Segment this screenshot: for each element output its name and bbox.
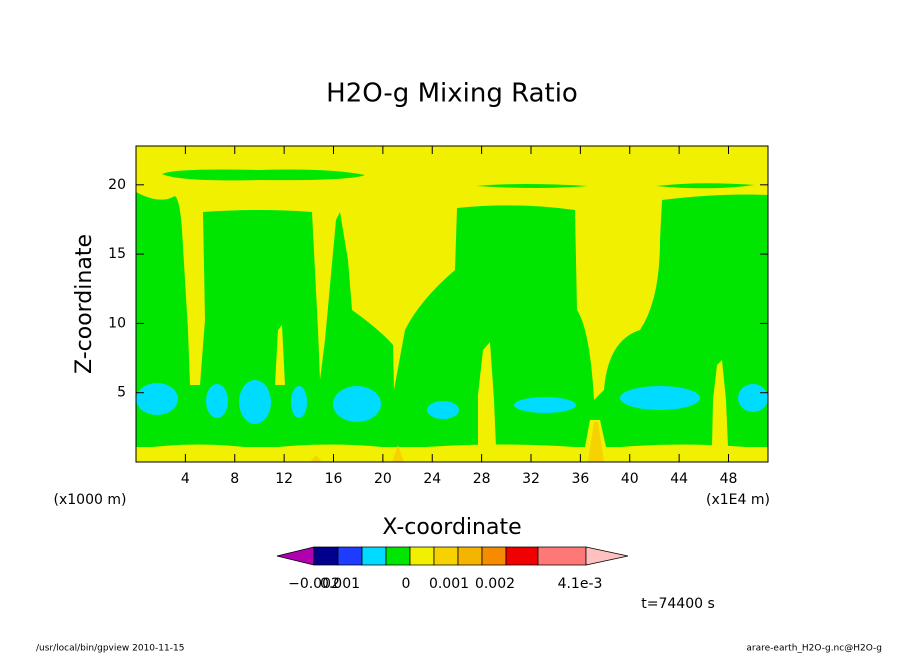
x-unit-label: (x1000 m) (54, 492, 127, 508)
chart-title: H2O-g Mixing Ratio (326, 79, 578, 109)
contour-region (136, 192, 768, 447)
contour-region (427, 401, 459, 419)
y-tick-label: 5 (117, 385, 126, 401)
y-axis-label: Z-coordinate (72, 234, 97, 374)
contour-region (310, 455, 322, 462)
x-tick-label: 8 (230, 471, 239, 487)
colorbar-swatch (276, 546, 315, 566)
x-axis-label: X-coordinate (382, 515, 521, 540)
contour-region (712, 360, 728, 447)
contour-region (239, 380, 271, 424)
footer-left: /usr/local/bin/gpview 2010-11-15 (36, 644, 184, 654)
colorbar-swatch (457, 546, 483, 566)
x-tick-label: 24 (423, 471, 441, 487)
contour-region (738, 384, 768, 412)
footer-right: arare-earth_H2O-g.nc@H2O-g (746, 644, 882, 654)
colorbar-label: 0.001 (320, 576, 360, 592)
colorbar-swatch (313, 546, 339, 566)
colorbar-swatch (385, 546, 411, 566)
colorbar-swatch (409, 546, 435, 566)
colorbar-label: 0.002 (475, 576, 515, 592)
contour-region (476, 184, 588, 188)
contour-region (162, 169, 365, 181)
y-tick-label: 20 (108, 177, 126, 193)
colorbar-swatch (433, 546, 459, 566)
x-tick-label: 32 (522, 471, 540, 487)
contour-region (291, 386, 307, 418)
x-tick-label: 36 (571, 471, 589, 487)
colorbar-swatch (537, 546, 587, 566)
colorbar-swatch (337, 546, 363, 566)
contour-region (275, 325, 285, 385)
x-tick-label: 12 (275, 471, 293, 487)
y-tick-label: 15 (108, 246, 126, 262)
colorbar-label: −0.002 (288, 576, 340, 592)
contour-region (588, 422, 604, 462)
x-tick-label: 48 (720, 471, 738, 487)
colorbar-label: 4.1e-3 (558, 576, 603, 592)
contour-region (620, 386, 700, 410)
contour-region (656, 183, 755, 189)
contour-region (514, 397, 576, 413)
plot-frame (135, 145, 769, 463)
colorbar-label: 0 (402, 576, 411, 592)
contour-region (136, 383, 178, 415)
plot-area (135, 145, 769, 463)
x-unit-label: (x1E4 m) (706, 492, 770, 508)
contour-region (136, 444, 768, 462)
colorbar-swatch (361, 546, 387, 566)
x-tick-label: 44 (670, 471, 688, 487)
x-tick-label: 28 (473, 471, 491, 487)
colorbar-swatch (585, 546, 629, 566)
x-tick-label: 40 (621, 471, 639, 487)
contour-region (478, 342, 496, 447)
colorbar-swatch (505, 546, 539, 566)
time-label: t=74400 s (641, 596, 715, 612)
x-tick-label: 4 (181, 471, 190, 487)
x-tick-label: 16 (325, 471, 343, 487)
y-tick-label: 10 (108, 315, 126, 331)
colorbar-label: 0.001 (429, 576, 469, 592)
colorbar-swatch (481, 546, 507, 566)
x-tick-label: 20 (374, 471, 392, 487)
contour-region (333, 386, 381, 422)
contour-region (206, 384, 228, 418)
contour-region (392, 445, 404, 462)
